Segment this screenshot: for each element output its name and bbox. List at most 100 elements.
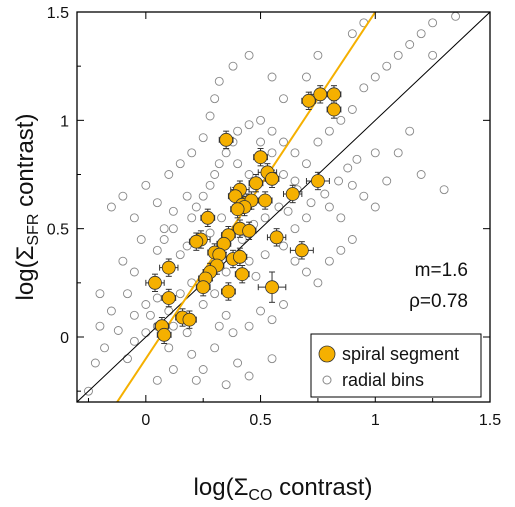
- radial-bin-point: [221, 380, 231, 390]
- radial-bin-point: [141, 328, 151, 338]
- spiral-segment-point: [242, 223, 256, 238]
- x-tick-label: 0.5: [249, 412, 271, 429]
- x-axis-title-sub: CO: [248, 487, 272, 504]
- radial-bin-point: [210, 343, 220, 353]
- radial-bin-point: [279, 137, 288, 147]
- radial-bin-point: [129, 310, 139, 320]
- radial-bin-point: [370, 72, 380, 82]
- radial-bin-point: [324, 202, 334, 212]
- x-tick-label: 0: [141, 412, 150, 429]
- radial-bin-point: [274, 202, 284, 212]
- radial-bin-point: [145, 310, 155, 320]
- radial-bin-point: [393, 148, 403, 158]
- spiral-segments-layer: [148, 87, 341, 342]
- radial-bin-point: [152, 293, 162, 303]
- radial-bin-point: [100, 343, 109, 353]
- x-axis-title-end: contrast): [272, 474, 372, 501]
- radial-bin-point: [228, 328, 238, 338]
- radial-bin-point: [405, 40, 415, 49]
- radial-bin-point: [283, 206, 293, 216]
- radial-bin-point: [313, 278, 323, 288]
- radial-bin-point: [405, 126, 415, 136]
- spiral-segment-point: [161, 291, 176, 305]
- radial-bin-point: [324, 126, 334, 136]
- radial-bin-point: [152, 198, 162, 208]
- radial-bin-point: [129, 336, 139, 346]
- annotation-slope: m=1.6: [415, 260, 468, 281]
- radial-bin-point: [198, 365, 208, 374]
- spiral-segment-point: [148, 275, 162, 290]
- radial-bin-point: [95, 321, 105, 331]
- y-tick-label: 1: [60, 113, 69, 130]
- radial-bin-point: [290, 224, 300, 234]
- radial-bin-point: [164, 306, 174, 316]
- radial-bin-point: [118, 256, 128, 266]
- radial-bin-point: [334, 176, 344, 186]
- spiral-segment-point: [233, 249, 247, 264]
- spiral-segment-point: [258, 193, 273, 208]
- spiral-segment-point: [313, 87, 328, 102]
- radial-bin-point: [182, 328, 192, 338]
- radial-bin-point: [221, 310, 231, 320]
- spiral-segment-point: [161, 260, 176, 275]
- radial-bin-point: [187, 349, 197, 359]
- radial-bin-point: [267, 148, 277, 158]
- radial-bin-point: [382, 61, 392, 71]
- radial-bin-point: [306, 198, 316, 208]
- radial-bin-point: [228, 61, 238, 71]
- legend-marker-spiral: [318, 345, 336, 363]
- legend-box: [310, 333, 482, 398]
- radial-bin-point: [267, 126, 277, 136]
- radial-bin-point: [210, 289, 220, 299]
- radial-bin-point: [191, 202, 201, 212]
- radial-bin-point: [313, 137, 323, 147]
- legend-marker-radial: [322, 375, 332, 385]
- radial-bin-point: [279, 94, 288, 104]
- radial-bin-point: [290, 148, 300, 158]
- radial-bin-point: [159, 235, 169, 244]
- radial-bin-point: [214, 159, 224, 169]
- radial-bin-point: [168, 365, 178, 374]
- radial-bin-point: [256, 306, 266, 316]
- axis-ticks: 0 0.5 1 1.5 0 0.5 1 1.5: [47, 5, 501, 429]
- x-axis-title: log(ΣCO contrast): [194, 474, 373, 504]
- radial-bin-point: [164, 343, 174, 353]
- radial-bin-point: [205, 111, 215, 121]
- radial-bin-point: [159, 224, 169, 234]
- radial-bin-point: [129, 213, 139, 223]
- radial-bin-point: [336, 115, 346, 125]
- radial-bin-point: [320, 189, 330, 199]
- radial-bin-point: [324, 256, 334, 266]
- spiral-segment-point: [285, 187, 300, 201]
- radial-bin-point: [198, 191, 208, 201]
- spiral-segment-point: [327, 87, 341, 102]
- y-axis-title-sub: SFR: [25, 214, 42, 246]
- radial-bin-point: [214, 76, 224, 86]
- radial-bin-point: [267, 315, 277, 325]
- radial-bin-point: [168, 206, 178, 216]
- legend-label-spiral: spiral segment: [342, 344, 459, 364]
- radial-bin-point: [347, 29, 357, 39]
- radial-bin-point: [95, 289, 105, 299]
- spiral-segment-point: [301, 93, 316, 108]
- radial-bin-point: [210, 94, 220, 104]
- spiral-segment-point: [265, 280, 279, 295]
- spiral-segment-point: [249, 176, 263, 191]
- radial-bin-point: [244, 120, 254, 130]
- radial-bin-point: [251, 271, 261, 281]
- radial-bin-point: [221, 267, 231, 277]
- one-to-one-line: [77, 12, 490, 402]
- radial-bin-point: [187, 148, 197, 158]
- radial-bin-point: [217, 213, 227, 223]
- radial-bin-point: [84, 386, 93, 396]
- spiral-segment-point: [182, 312, 197, 327]
- spiral-segment-point: [157, 327, 172, 342]
- radial-bin-point: [123, 354, 132, 364]
- radial-bin-point: [359, 191, 369, 201]
- y-axis-title: log(ΣSFR contrast): [12, 114, 42, 301]
- radial-bin-point: [260, 213, 270, 223]
- radial-bin-point: [118, 191, 128, 201]
- radial-bin-point: [428, 18, 438, 28]
- spiral-segment-point: [253, 150, 268, 165]
